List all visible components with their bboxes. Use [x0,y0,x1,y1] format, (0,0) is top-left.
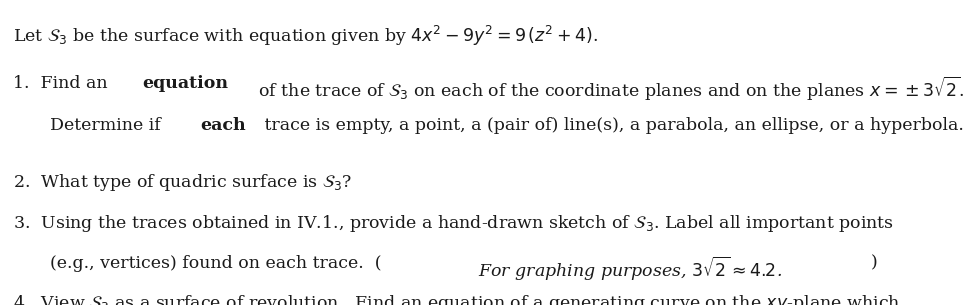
Text: (e.g., vertices) found on each trace.  (: (e.g., vertices) found on each trace. ( [50,255,382,272]
Text: 3.  Using the traces obtained in IV.1., provide a hand-drawn sketch of $\mathcal: 3. Using the traces obtained in IV.1., p… [13,214,892,235]
Text: ): ) [869,255,876,272]
Text: trace is empty, a point, a (pair of) line(s), a parabola, an ellipse, or a hyper: trace is empty, a point, a (pair of) lin… [259,117,963,135]
Text: equation: equation [141,75,228,92]
Text: Determine if: Determine if [50,117,167,135]
Text: 1.  Find an: 1. Find an [13,75,112,92]
Text: Let $\mathcal{S}_3$ be the surface with equation given by $4x^2 - 9y^2 = 9\,(z^2: Let $\mathcal{S}_3$ be the surface with … [13,24,597,48]
Text: For graphing purposes, $3\sqrt{2} \approx 4.2$.: For graphing purposes, $3\sqrt{2} \appro… [478,255,781,283]
Text: each: each [201,117,246,135]
Text: 4.  View $\mathcal{S}_3$ as a surface of revolution.  Find an equation of a gene: 4. View $\mathcal{S}_3$ as a surface of … [13,293,903,305]
Text: of the trace of $\mathcal{S}_3$ on each of the coordinate planes and on the plan: of the trace of $\mathcal{S}_3$ on each … [253,75,963,103]
Text: 2.  What type of quadric surface is $\mathcal{S}_3$?: 2. What type of quadric surface is $\mat… [13,172,352,193]
